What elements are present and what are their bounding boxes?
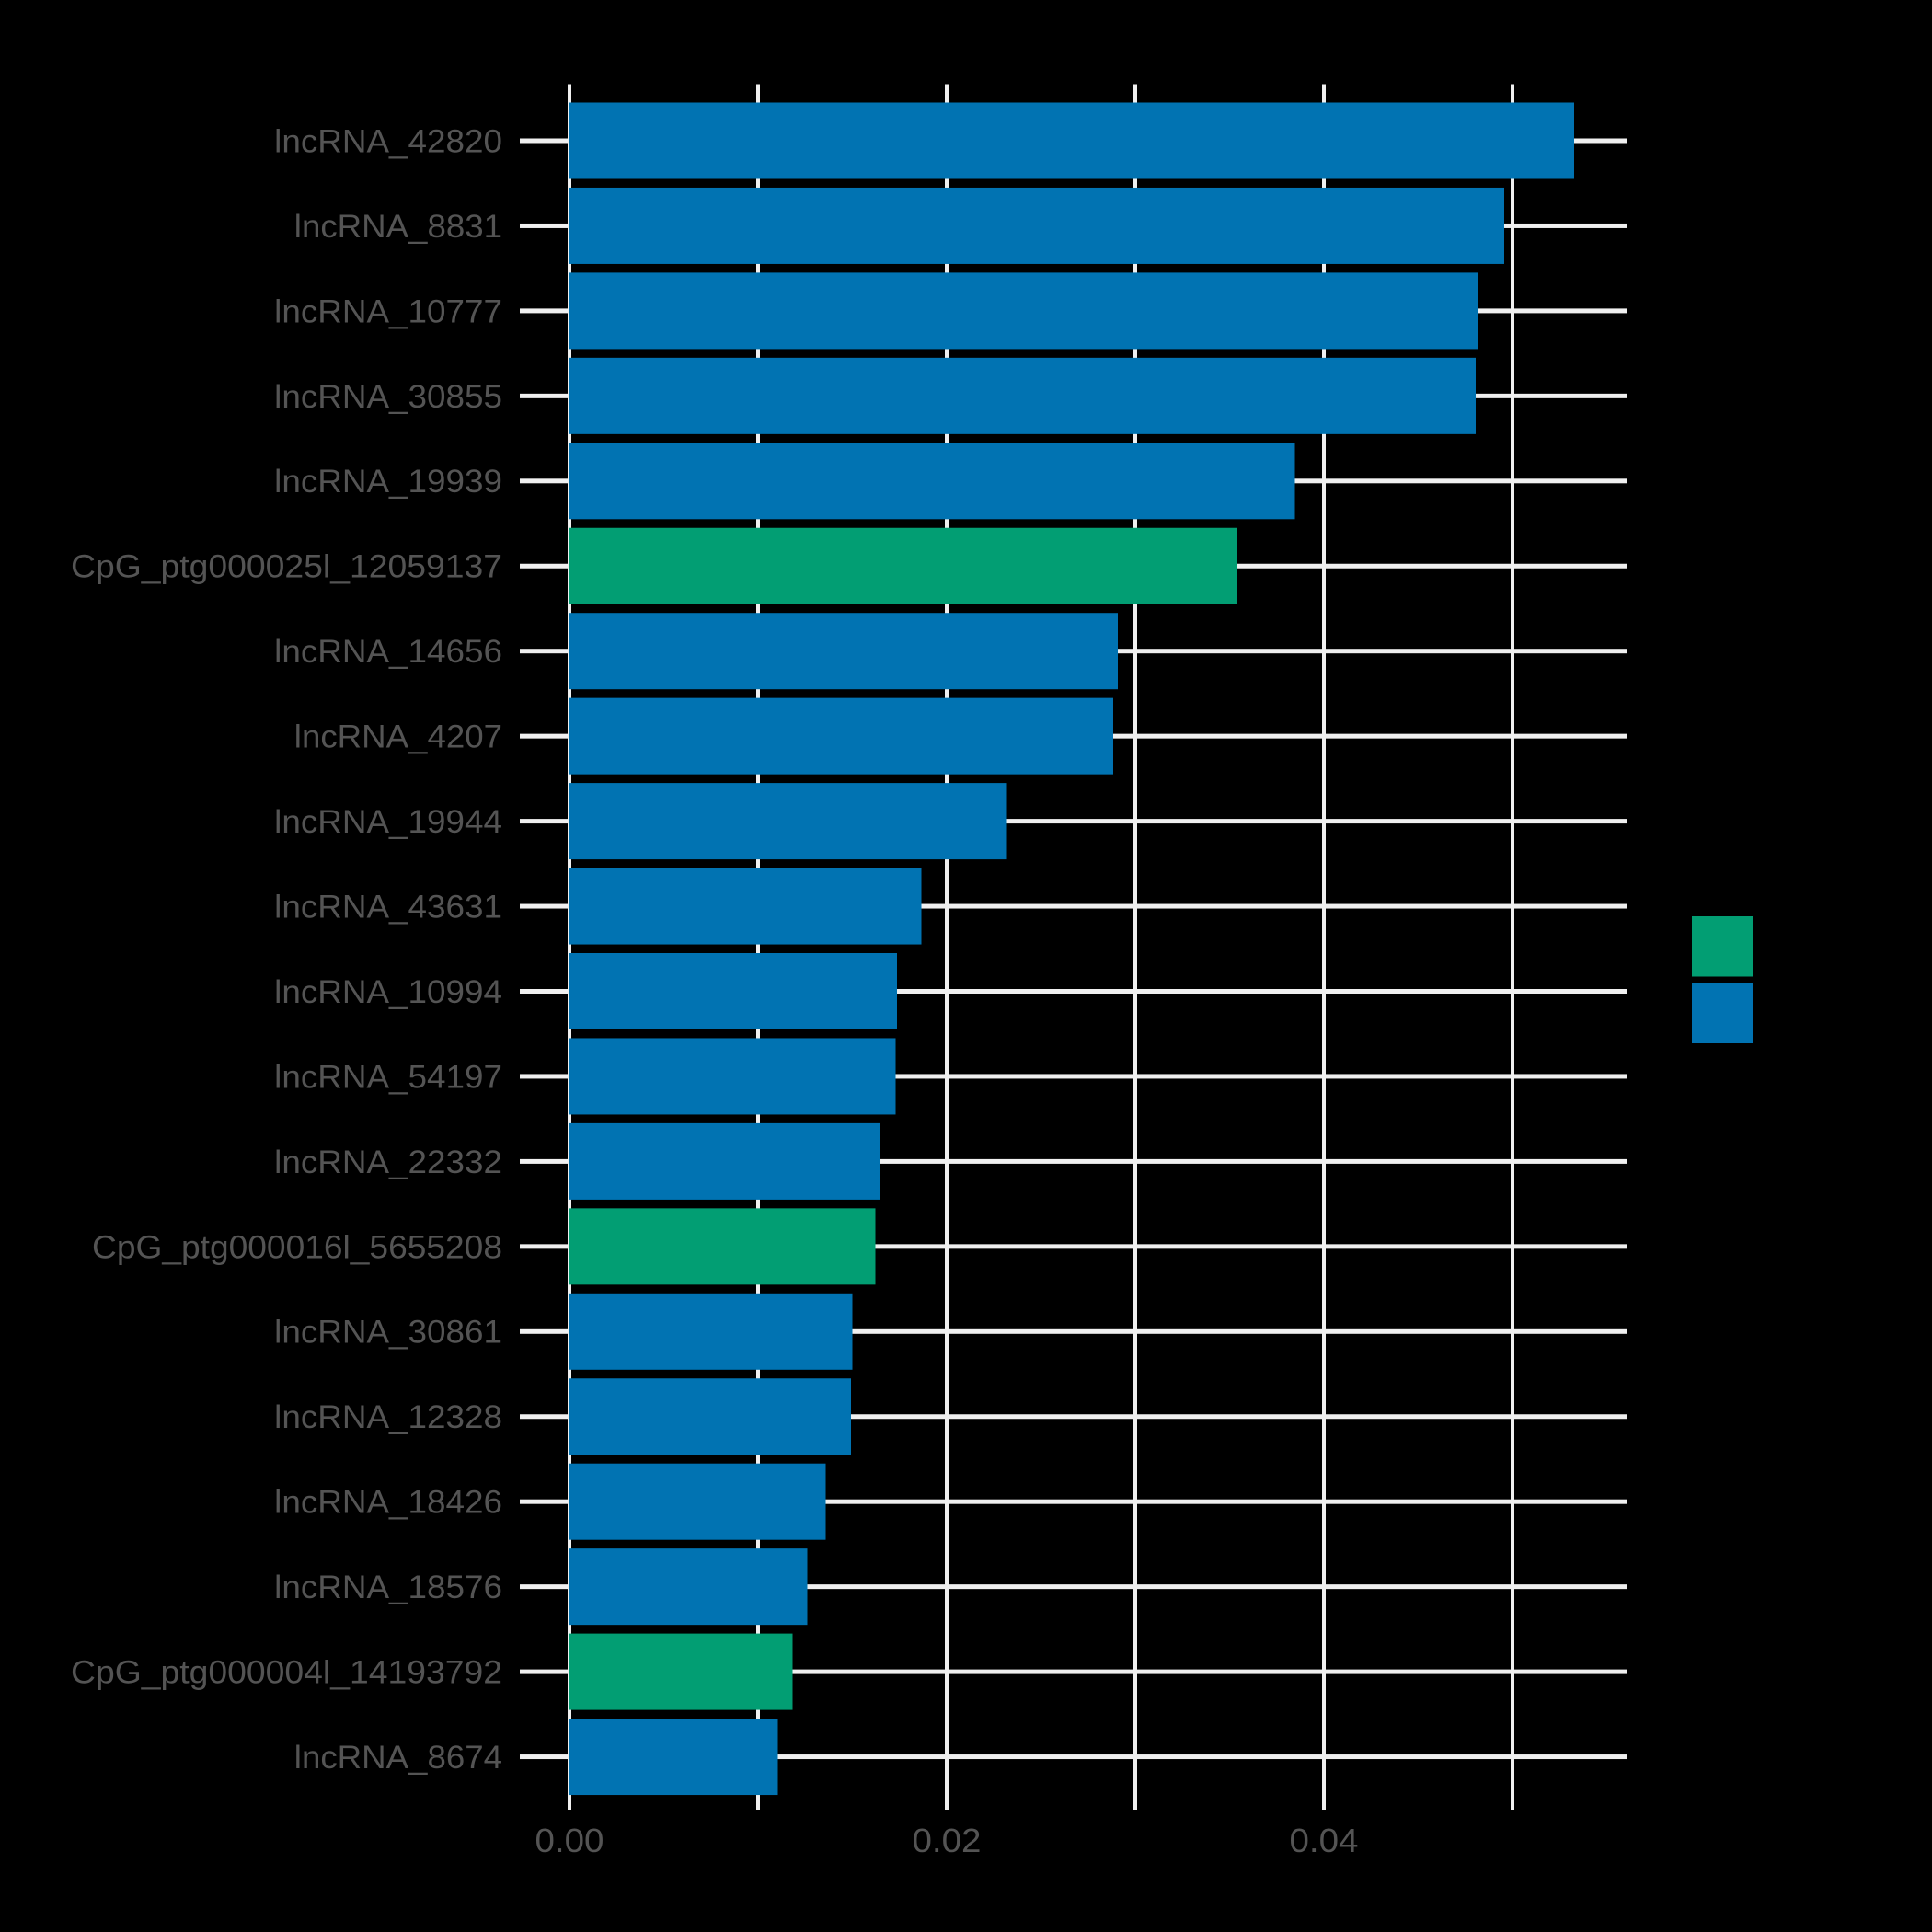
svg-text:CpG_ptg000004l_14193792: CpG_ptg000004l_14193792 [71,1655,502,1691]
svg-text:0.04: 0.04 [1290,1822,1359,1859]
svg-text:0.00: 0.00 [535,1822,604,1859]
svg-text:lncRNA_22332: lncRNA_22332 [274,1144,502,1180]
svg-text:lncRNA_10994: lncRNA_10994 [274,974,502,1010]
svg-text:lncRNA_14656: lncRNA_14656 [274,634,502,670]
svg-text:lncRNA_19944: lncRNA_19944 [274,804,502,840]
svg-text:lncRNA_18576: lncRNA_18576 [274,1570,502,1605]
svg-text:lncRNA_18426: lncRNA_18426 [274,1485,502,1521]
svg-text:CpG_ptg000016l_5655208: CpG_ptg000016l_5655208 [92,1229,502,1265]
svg-text:lncRNA_12328: lncRNA_12328 [274,1399,502,1435]
svg-text:lncRNA_30855: lncRNA_30855 [274,379,502,415]
svg-text:lncRNA_42820: lncRNA_42820 [274,123,502,159]
svg-text:lncRNA_8674: lncRNA_8674 [294,1740,502,1776]
svg-text:lncRNA_8831: lncRNA_8831 [294,209,502,245]
svg-text:CpG_ptg000025l_12059137: CpG_ptg000025l_12059137 [71,549,502,585]
svg-text:0.02: 0.02 [913,1822,982,1859]
svg-text:lncRNA_19939: lncRNA_19939 [274,464,502,500]
svg-text:lncRNA_10777: lncRNA_10777 [274,293,502,329]
svg-text:lncRNA_54197: lncRNA_54197 [274,1059,502,1095]
svg-text:lncRNA_30861: lncRNA_30861 [274,1315,502,1351]
svg-text:lncRNA_43631: lncRNA_43631 [274,889,502,925]
svg-text:lncRNA_4207: lncRNA_4207 [294,719,502,755]
